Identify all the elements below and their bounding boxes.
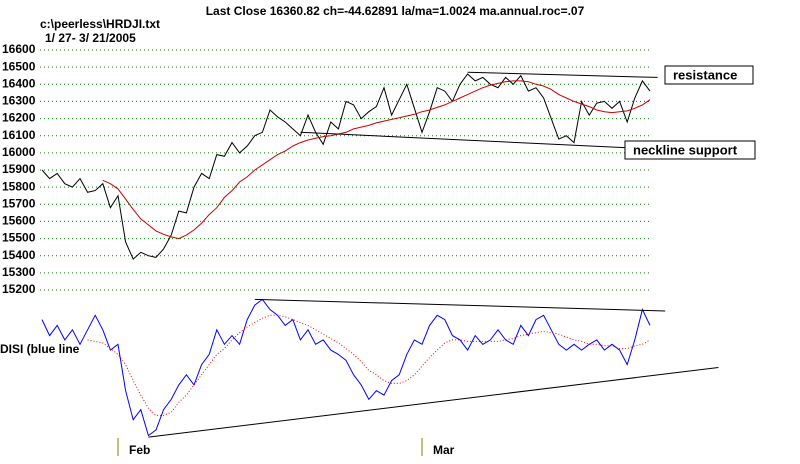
y-tick-label: 16300 <box>2 94 36 108</box>
y-tick-label: 15700 <box>2 196 36 210</box>
y-tick-label: 15600 <box>2 214 36 228</box>
y-tick-label: 15300 <box>2 265 36 279</box>
y-tick-label: 15800 <box>2 179 36 193</box>
y-tick-label: 16100 <box>2 128 36 142</box>
annotation-box <box>664 65 754 85</box>
annotation: neckline support <box>633 142 738 157</box>
y-tick-label: 16400 <box>2 76 36 90</box>
y-tick-label: 15500 <box>2 231 36 245</box>
y-tick-label: 16600 <box>2 42 36 56</box>
date-range: 1/ 27- 3/ 21/2005 <box>45 31 136 45</box>
trendline <box>467 71 658 78</box>
series-line <box>41 298 651 437</box>
y-tick-label: 15400 <box>2 248 36 262</box>
x-tick-label: Feb <box>129 443 150 457</box>
y-tick-label: 15200 <box>2 282 36 296</box>
series-line <box>102 80 651 240</box>
annotation-box <box>624 140 756 160</box>
lower-panel-label: DISI (blue line <box>0 342 80 356</box>
series-line <box>87 314 651 416</box>
y-tick-label: 16200 <box>2 111 36 125</box>
x-tick-label: Mar <box>433 443 455 457</box>
trendline <box>300 131 628 149</box>
annotation: resistance <box>673 67 737 82</box>
y-tick-label: 16500 <box>2 59 36 73</box>
y-tick-label: 16000 <box>2 145 36 159</box>
trendline <box>148 367 719 438</box>
series-line <box>41 73 651 260</box>
chart-title: Last Close 16360.82 ch=-44.62891 la/ma=1… <box>206 4 585 18</box>
trendline <box>254 298 666 312</box>
y-tick-label: 15900 <box>2 162 36 176</box>
file-name: c:\peerless\HRDJI.txt <box>40 17 160 31</box>
